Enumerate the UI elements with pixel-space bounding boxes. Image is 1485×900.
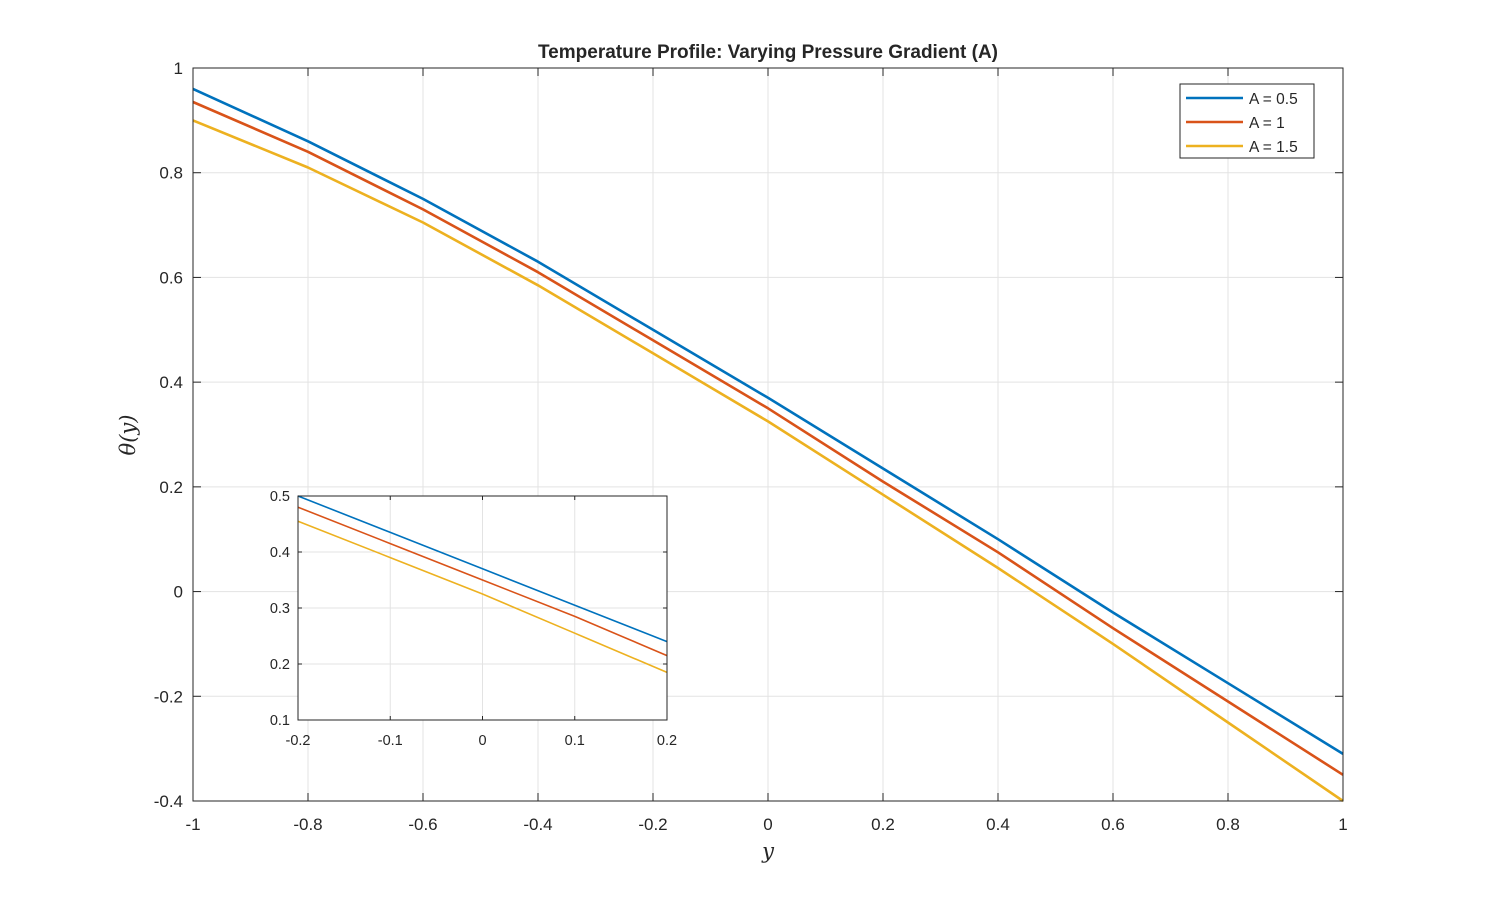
x-tick-label: 0.1 (565, 733, 585, 749)
y-tick-label: 0.4 (159, 373, 183, 392)
x-tick-label: 0.8 (1216, 815, 1240, 834)
x-tick-label: -0.4 (523, 815, 552, 834)
y-tick-label: 0.5 (270, 489, 290, 505)
y-tick-label: 0.8 (159, 164, 183, 183)
x-tick-label: 0.4 (986, 815, 1010, 834)
y-tick-label: 1 (174, 59, 183, 78)
inset-series-lines (297, 495, 668, 674)
series-line-3 (192, 119, 1344, 803)
x-tick-label: -0.2 (286, 733, 311, 749)
chart-title: Temperature Profile: Varying Pressure Gr… (538, 42, 998, 63)
y-tick-label: -0.2 (154, 687, 183, 706)
series-line-1 (297, 495, 668, 643)
x-tick-label: 0.6 (1101, 815, 1125, 834)
y-tick-label: 0.4 (270, 545, 290, 561)
y-tick-label: -0.4 (154, 792, 183, 811)
y-tick-label: 0 (174, 583, 183, 602)
x-tick-label: -0.2 (638, 815, 667, 834)
y-tick-label: 0.6 (159, 268, 183, 287)
x-tick-label: 0 (763, 815, 772, 834)
series-line-3 (297, 520, 668, 674)
y-tick-label: 0.2 (159, 478, 183, 497)
x-tick-label: 1 (1338, 815, 1347, 834)
main-tick-labels: -1 -0.8 -0.6 -0.4 -0.2 0 0.2 0.4 0.6 0.8 1 -0.4 -0.2… (154, 59, 1348, 834)
series-line-2 (192, 100, 1344, 776)
y-axis-label: θ(y) (116, 415, 140, 456)
x-tick-label: 0.2 (871, 815, 895, 834)
y-tick-label: 0.2 (270, 657, 290, 673)
x-tick-label: 0.2 (657, 733, 677, 749)
inset-tick-labels: -0.2 -0.1 0 0.1 0.2 0.1 0.2 0.3 0.4 0.5 (270, 489, 677, 749)
x-axis-label: y (761, 839, 775, 863)
legend: A = 0.5 A = 1 A = 1.5 (1179, 83, 1315, 159)
main-series-lines (192, 87, 1344, 803)
x-tick-label: -1 (185, 815, 200, 834)
x-tick-label: -0.1 (378, 733, 403, 749)
legend-label: A = 0.5 (1249, 91, 1298, 108)
y-tick-label: 0.3 (270, 601, 290, 617)
legend-label: A = 1.5 (1249, 139, 1298, 156)
inset-chart: -0.2 -0.1 0 0.1 0.2 0.1 0.2 0.3 0.4 0.5 (270, 489, 677, 749)
y-tick-label: 0.1 (270, 713, 290, 729)
x-tick-label: 0 (478, 733, 486, 749)
x-tick-label: -0.8 (293, 815, 322, 834)
series-line-1 (192, 87, 1344, 756)
series-line-2 (297, 506, 668, 657)
x-tick-label: -0.6 (408, 815, 437, 834)
legend-label: A = 1 (1249, 115, 1285, 132)
